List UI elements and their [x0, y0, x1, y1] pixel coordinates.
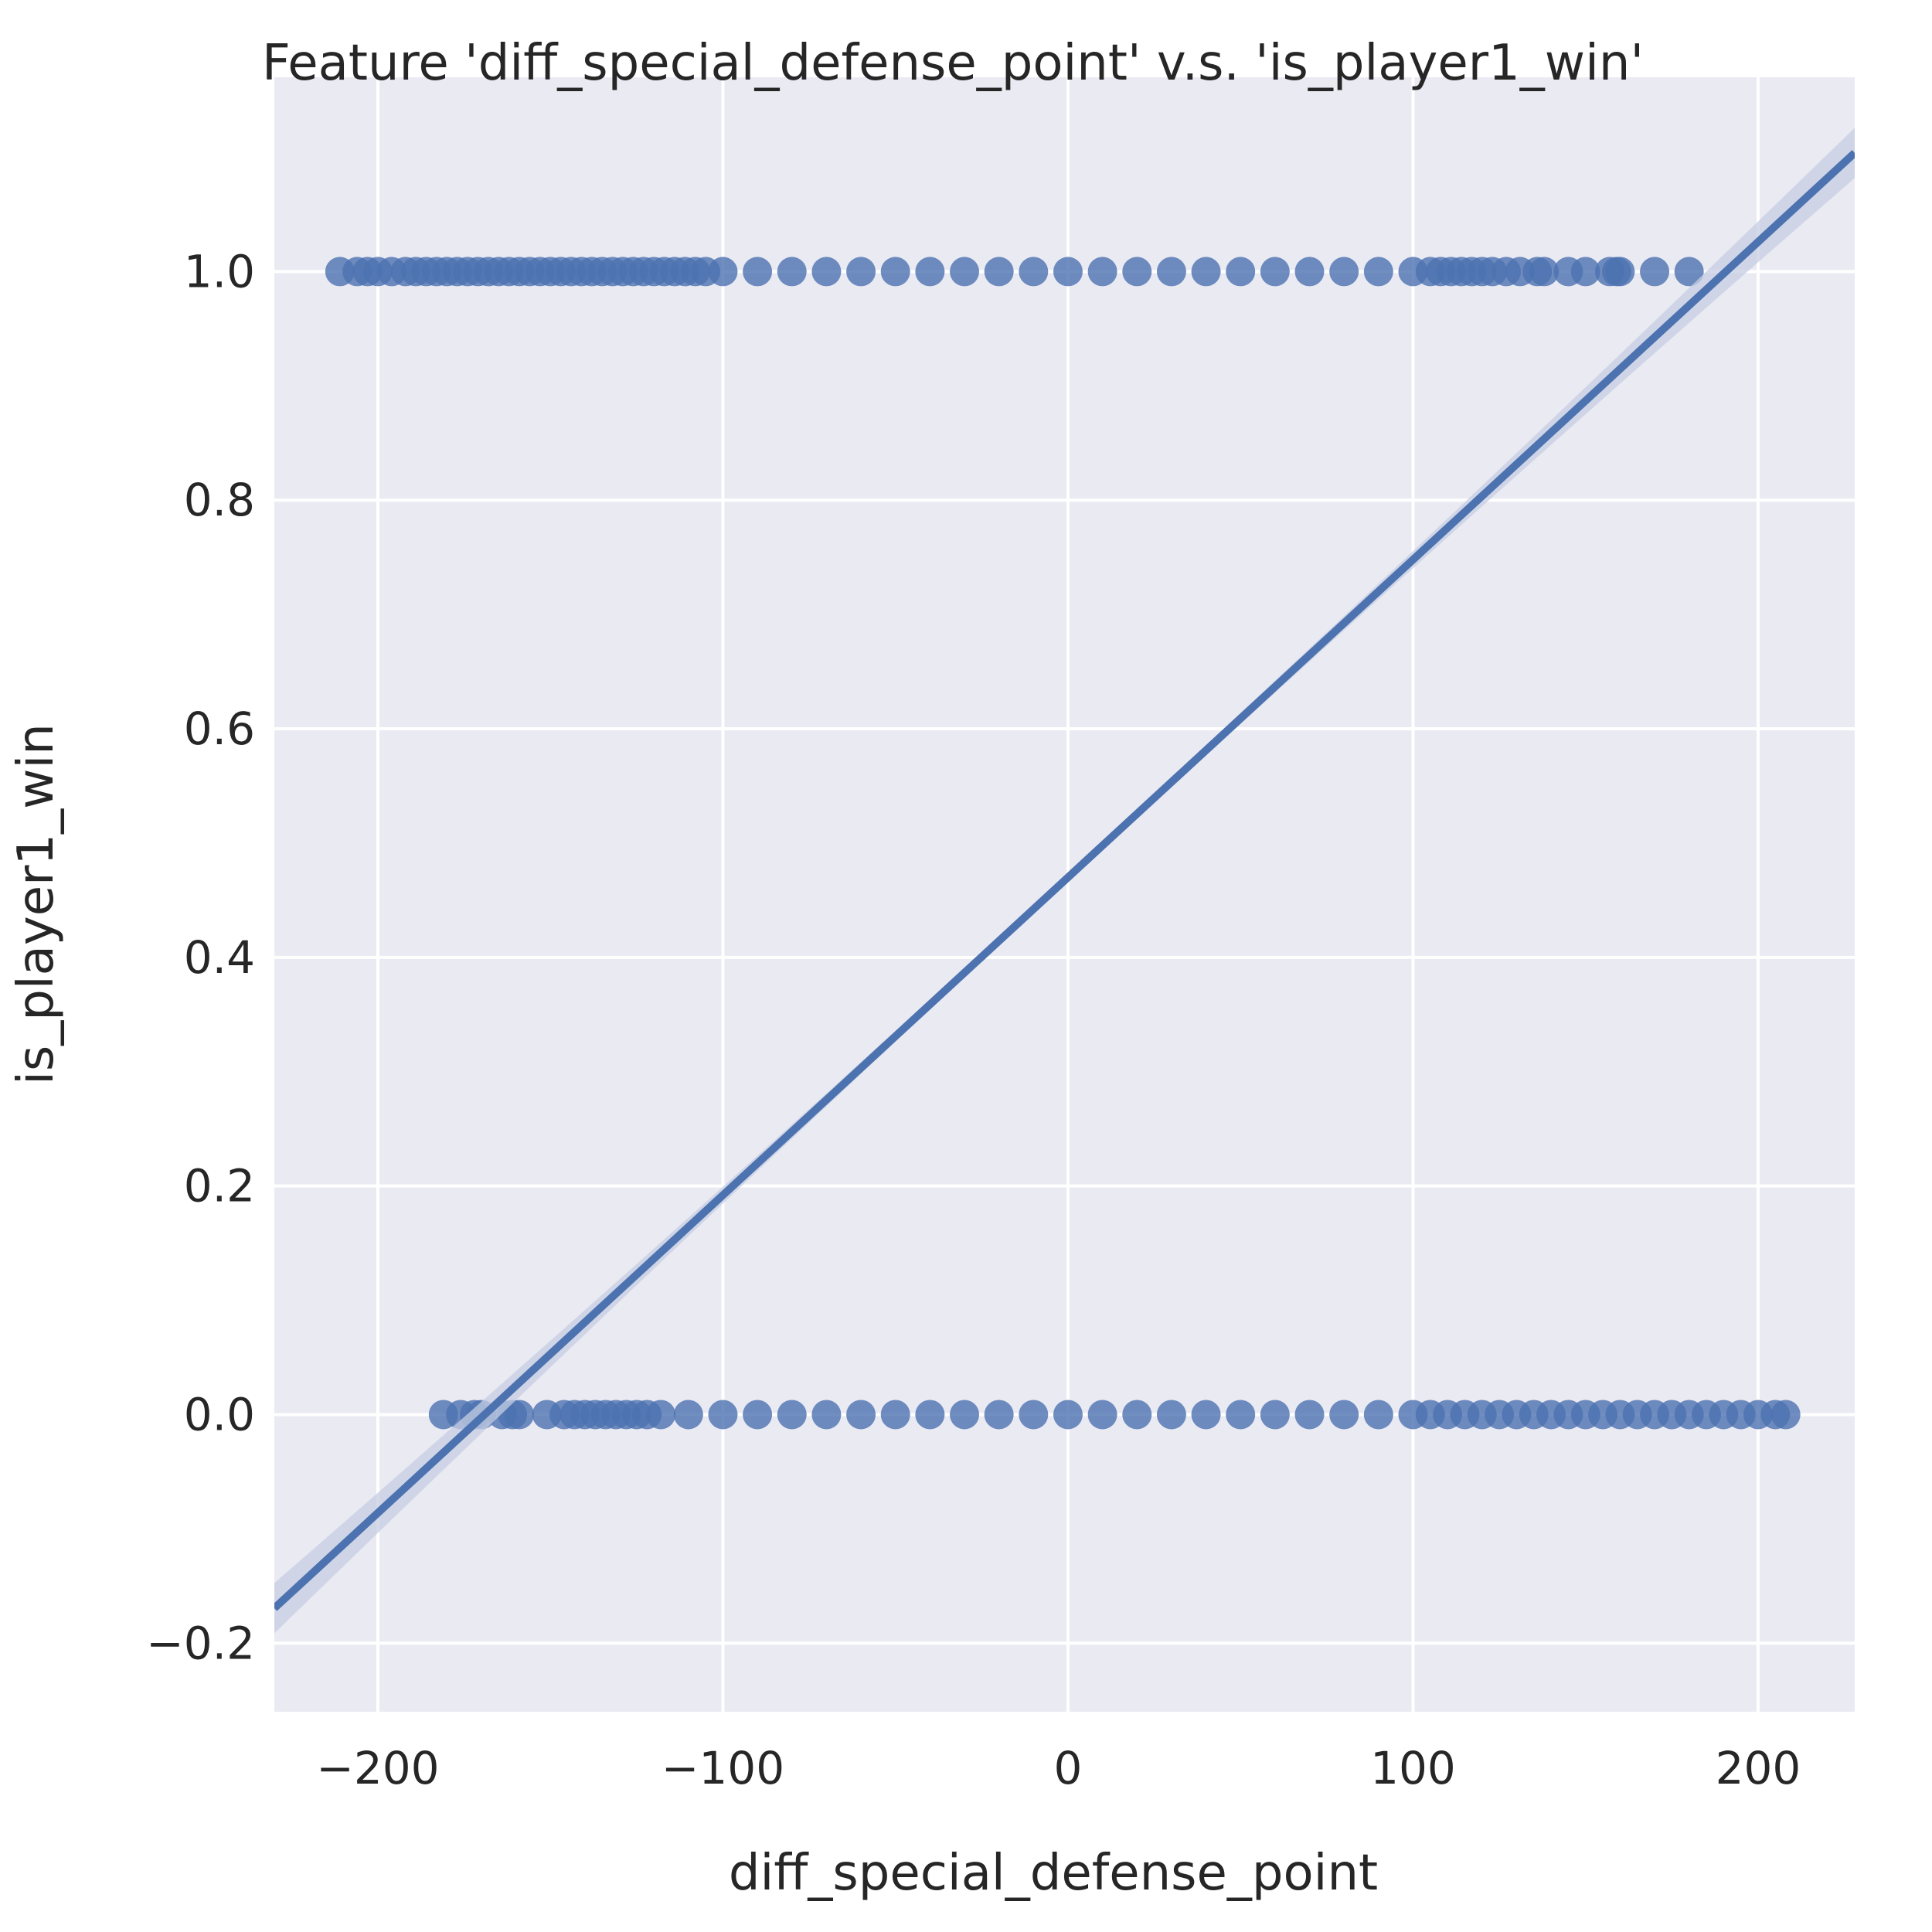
data-point	[777, 257, 807, 287]
data-point	[811, 1400, 842, 1430]
y-tick-label: 0.6	[184, 702, 255, 755]
data-point	[1294, 257, 1325, 287]
data-point	[1191, 1400, 1221, 1430]
data-point	[1019, 257, 1049, 287]
data-point	[1122, 1400, 1152, 1430]
y-tick-label: 1.0	[184, 245, 255, 298]
data-point	[880, 1400, 910, 1430]
data-point	[984, 257, 1014, 287]
data-point	[1329, 1400, 1359, 1430]
data-point	[743, 257, 773, 287]
data-point	[811, 257, 842, 287]
x-tick-label: 0	[1054, 1742, 1083, 1794]
data-point	[1191, 257, 1221, 287]
y-tick-label: 0.0	[184, 1388, 255, 1440]
data-point	[505, 1400, 535, 1430]
data-point	[1156, 1400, 1186, 1430]
chart-title: Feature 'diff_special_defense_point' v.s…	[262, 35, 1644, 92]
x-tick-label: −100	[662, 1742, 784, 1794]
data-point	[950, 257, 980, 287]
data-point	[846, 1400, 876, 1430]
data-point	[1570, 257, 1600, 287]
data-point	[708, 1400, 738, 1430]
data-point	[1640, 257, 1670, 287]
y-tick-label: 0.2	[184, 1160, 255, 1213]
y-tick-labels: −0.2 0.0 0.2 0.4 0.6 0.8 1.0	[146, 245, 255, 1669]
data-point	[1087, 1400, 1117, 1430]
data-point	[1260, 257, 1290, 287]
x-axis-title: diff_special_defense_point	[729, 1845, 1378, 1902]
data-point	[1053, 257, 1083, 287]
regression-line	[274, 150, 1855, 1611]
data-point	[915, 1400, 945, 1430]
data-point	[1122, 257, 1152, 287]
data-point	[1363, 1400, 1393, 1430]
data-point	[777, 1400, 807, 1430]
data-point	[1226, 257, 1256, 287]
data-point	[1260, 1400, 1290, 1430]
data-point	[846, 257, 876, 287]
data-point	[1019, 1400, 1049, 1430]
data-point	[1363, 257, 1393, 287]
x-tick-labels: −200 −100 0 100 200	[316, 1742, 1801, 1794]
x-tick-label: 100	[1370, 1742, 1456, 1794]
data-point	[880, 257, 910, 287]
data-points	[325, 257, 1801, 1430]
y-tick-label: 0.8	[184, 474, 255, 526]
x-tick-label: 200	[1716, 1742, 1801, 1794]
data-point	[950, 1400, 980, 1430]
plot-background	[274, 77, 1855, 1712]
x-tick-label: −200	[316, 1742, 439, 1794]
data-point	[1226, 1400, 1256, 1430]
y-tick-label: 0.4	[184, 931, 255, 984]
data-point	[1529, 257, 1560, 287]
data-point	[1770, 1400, 1801, 1430]
y-tick-label: −0.2	[146, 1617, 255, 1669]
data-point	[708, 257, 738, 287]
data-point	[1605, 257, 1635, 287]
data-point	[984, 1400, 1014, 1430]
data-point	[1156, 257, 1186, 287]
y-axis-title: is_player1_win	[8, 723, 65, 1085]
data-point	[1087, 257, 1117, 287]
data-point	[743, 1400, 773, 1430]
data-point	[1329, 257, 1359, 287]
data-point	[646, 1400, 676, 1430]
data-point	[673, 1400, 703, 1430]
data-point	[915, 257, 945, 287]
data-point	[1674, 257, 1704, 287]
data-point	[1053, 1400, 1083, 1430]
regression-line-group	[274, 150, 1855, 1611]
data-point	[1294, 1400, 1325, 1430]
